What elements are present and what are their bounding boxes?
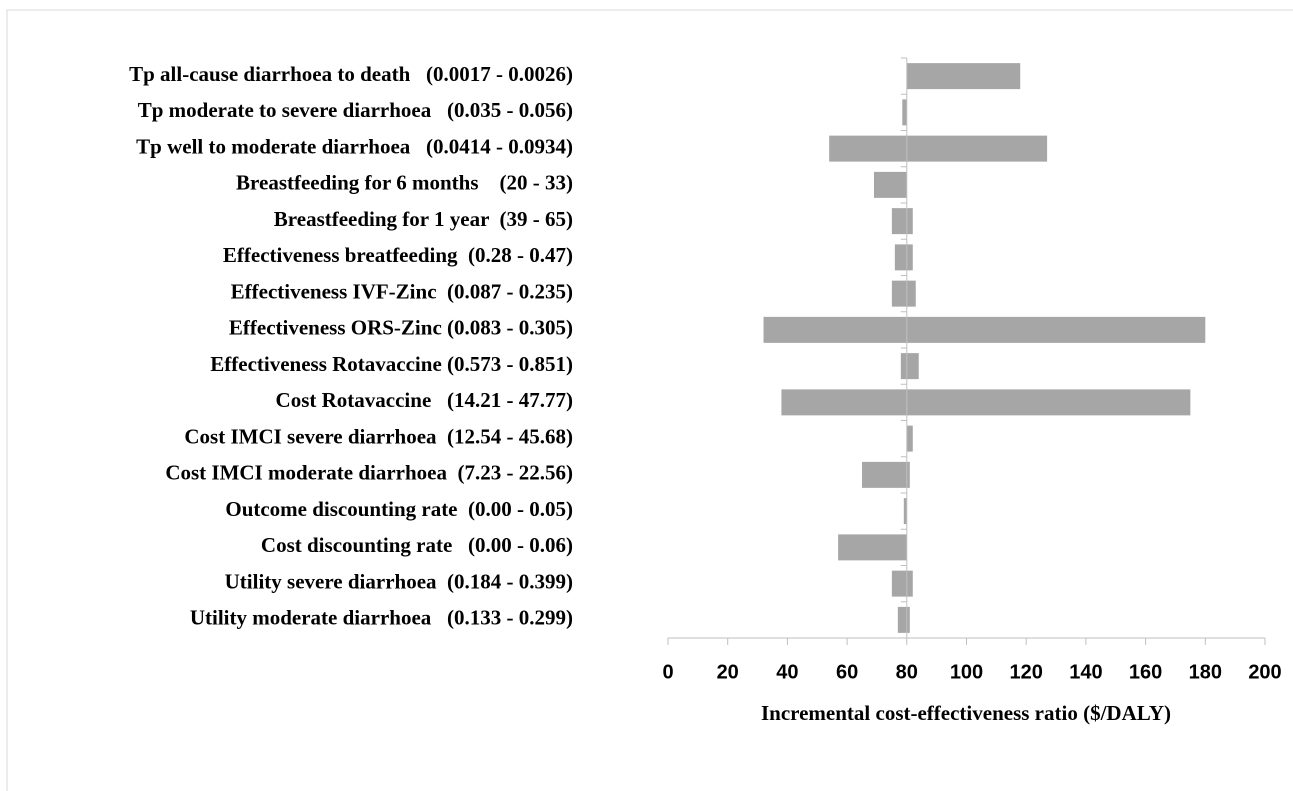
category-label: Tp well to moderate diarrhoea (0.0414 - … — [136, 134, 573, 158]
category-label: Cost discounting rate (0.00 - 0.06) — [261, 533, 573, 557]
bar — [906, 425, 913, 452]
category-label: Cost IMCI severe diarrhoea (12.54 - 45.6… — [184, 424, 573, 448]
x-tick-label: 20 — [717, 661, 739, 683]
bar — [829, 135, 1048, 162]
x-tick-label: 180 — [1189, 661, 1222, 683]
bar — [891, 570, 913, 597]
bar — [838, 534, 907, 561]
x-tick-label: 140 — [1069, 661, 1102, 683]
category-label: Effectiveness ORS-Zinc (0.083 - 0.305) — [229, 316, 573, 340]
category-label: Breastfeeding for 6 months (20 - 33) — [236, 171, 573, 195]
bar — [862, 461, 910, 488]
x-tick-label: 0 — [662, 661, 673, 683]
bar — [894, 244, 913, 271]
x-tick-label: 100 — [950, 661, 983, 683]
category-label: Tp moderate to severe diarrhoea (0.035 -… — [138, 98, 573, 122]
category-label: Cost Rotavaccine (14.21 - 47.77) — [276, 388, 573, 412]
x-tick-label: 40 — [776, 661, 798, 683]
category-label: Breastfeeding for 1 year (39 - 65) — [274, 207, 573, 231]
bar — [781, 389, 1191, 416]
category-label: Effectiveness breatfeeding (0.28 - 0.47) — [223, 243, 573, 267]
category-label: Utility severe diarrhoea (0.184 - 0.399) — [225, 569, 573, 593]
category-label: Utility moderate diarrhoea (0.133 - 0.29… — [190, 606, 573, 630]
category-label: Effectiveness IVF-Zinc (0.087 - 0.235) — [231, 279, 573, 303]
frame — [6, 9, 1293, 791]
x-tick-label: 80 — [896, 661, 918, 683]
bar — [906, 63, 1021, 90]
category-label: Outcome discounting rate (0.00 - 0.05) — [225, 497, 573, 521]
category-label: Tp all-cause diarrhoea to death (0.0017 … — [129, 62, 573, 86]
bar — [900, 353, 919, 380]
bar — [903, 498, 907, 525]
category-label: Effectiveness Rotavaccine (0.573 - 0.851… — [210, 352, 573, 376]
x-tick-label: 160 — [1129, 661, 1162, 683]
bar — [891, 208, 913, 235]
x-tick-label: 60 — [836, 661, 858, 683]
bar — [897, 606, 910, 633]
bar — [763, 316, 1206, 343]
x-tick-label: 200 — [1248, 661, 1281, 683]
bar — [902, 99, 907, 126]
bar — [873, 171, 907, 198]
x-tick-label: 120 — [1010, 661, 1043, 683]
category-label: Cost IMCI moderate diarrhoea (7.23 - 22.… — [165, 461, 573, 485]
x-axis-title: Incremental cost-effectiveness ratio ($/… — [761, 701, 1171, 725]
bar — [891, 280, 916, 307]
